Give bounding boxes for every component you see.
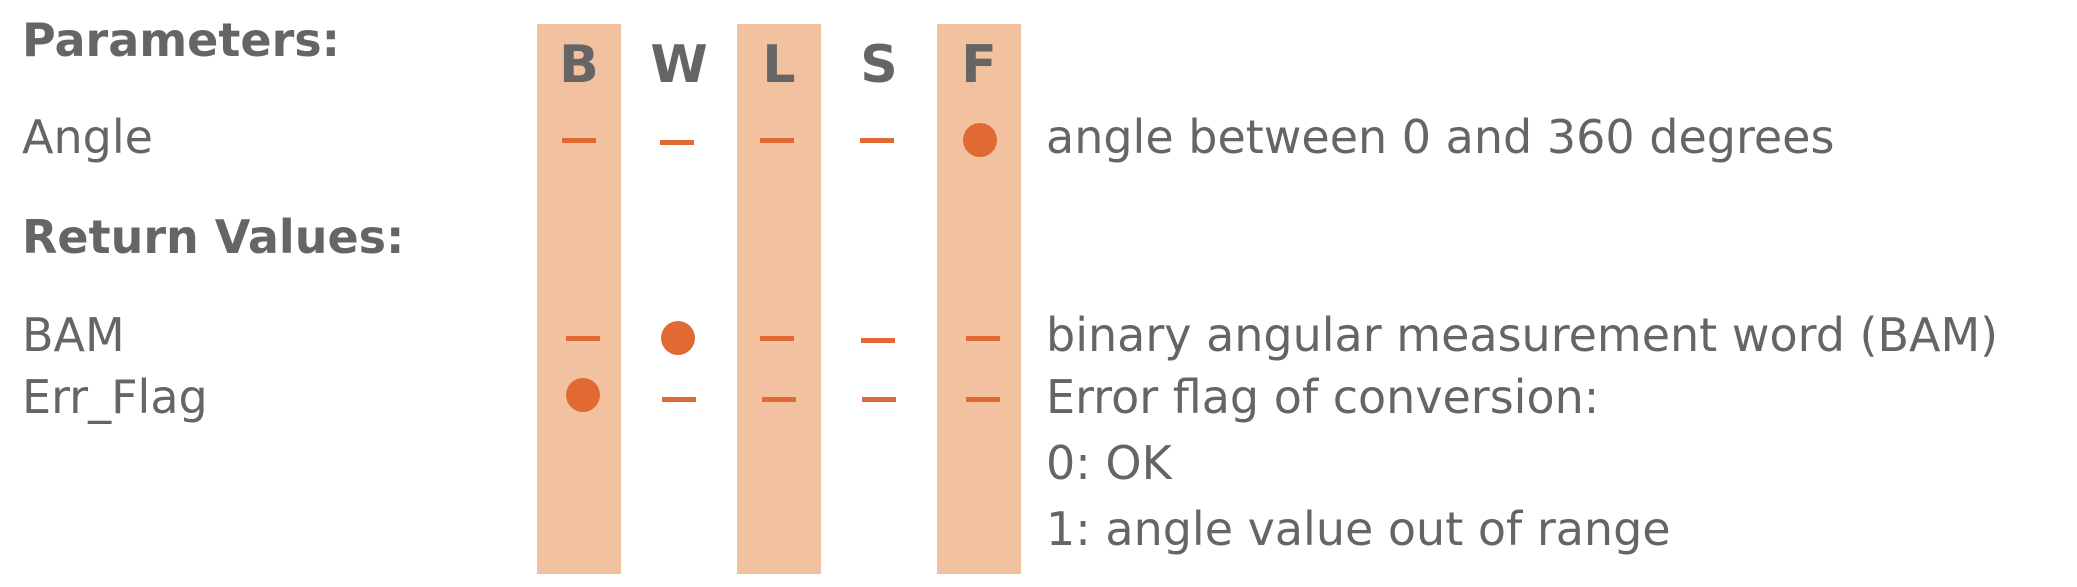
err-flag-mark-s [862, 397, 896, 402]
return-name-bam: BAM [22, 308, 125, 362]
err-flag-value-ok: 0: OK [1046, 436, 1172, 490]
column-band-l [737, 24, 821, 574]
param-desc-angle: angle between 0 and 360 degrees [1046, 110, 1835, 164]
err-flag-mark-b [566, 378, 600, 412]
param-name-angle: Angle [22, 110, 153, 164]
column-header-w: W [650, 35, 708, 95]
angle-mark-w [660, 140, 694, 145]
angle-mark-l [760, 138, 794, 143]
angle-mark-b [562, 138, 596, 143]
err-flag-value-out-of-range: 1: angle value out of range [1046, 502, 1671, 556]
err-flag-mark-l [762, 397, 796, 402]
column-band-f [937, 24, 1021, 574]
bam-mark-b [566, 336, 600, 341]
bam-mark-s [861, 338, 895, 343]
return-desc-err-flag: Error flag of conversion: [1046, 370, 1600, 424]
bam-mark-f [966, 336, 1000, 341]
column-band-b [537, 24, 621, 574]
return-desc-bam: binary angular measurement word (BAM) [1046, 308, 1999, 362]
column-header-b: B [559, 35, 599, 95]
column-header-l: L [762, 35, 796, 95]
err-flag-mark-w [662, 397, 696, 402]
angle-mark-s [860, 138, 894, 143]
column-header-f: F [961, 35, 997, 95]
return-values-heading: Return Values: [22, 210, 405, 264]
parameters-heading: Parameters: [22, 13, 341, 67]
angle-mark-f [963, 123, 997, 157]
bam-mark-w [661, 321, 695, 355]
err-flag-mark-f [966, 397, 1000, 402]
bam-mark-l [760, 336, 794, 341]
return-name-err-flag: Err_Flag [22, 370, 208, 424]
column-header-s: S [860, 35, 898, 95]
